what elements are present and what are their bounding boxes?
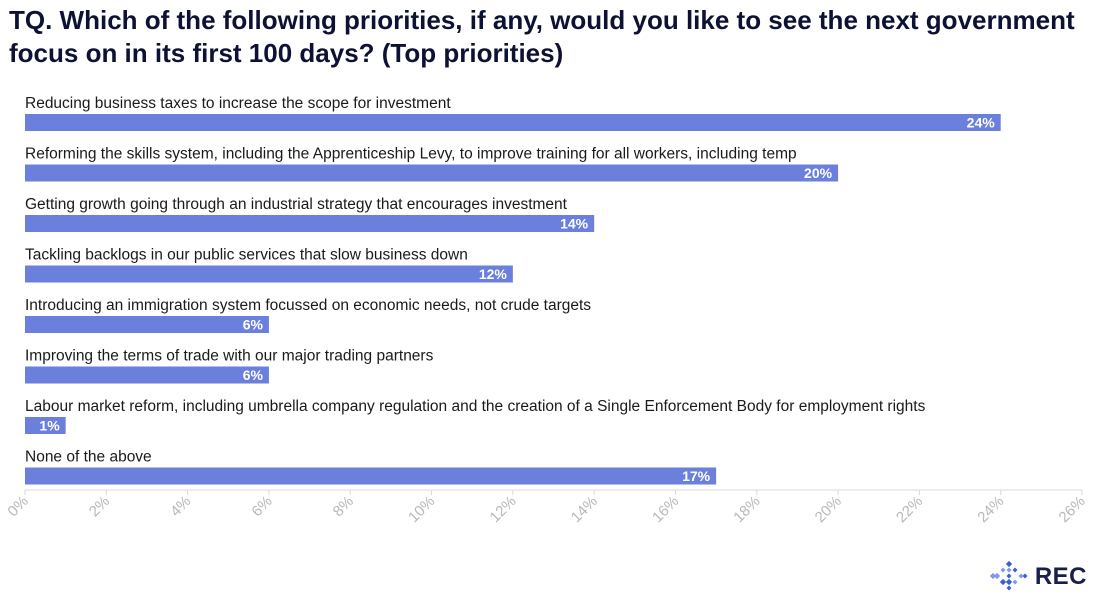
x-tick-label: 0% [4, 493, 31, 520]
x-axis: 0% 2% 4% 6% 8% 10% 12% 14% 16% 18% 20% 22% 24% 26% [4, 489, 1089, 526]
value-label: 12% [479, 266, 508, 282]
x-tick-label: 20% [812, 493, 845, 526]
bar [25, 265, 513, 283]
category-label: None of the above [25, 449, 152, 466]
logo-dot [1012, 567, 1018, 573]
value-label: 6% [243, 317, 264, 333]
logo-dot [1006, 573, 1012, 579]
value-label: 6% [243, 367, 264, 383]
logo-dot [1005, 560, 1013, 568]
x-tick-label: 8% [330, 493, 357, 520]
logo-dot [1018, 573, 1024, 579]
value-label: 1% [39, 418, 60, 434]
x-tick-label: 16% [649, 493, 682, 526]
logo-dot [1006, 585, 1012, 591]
rec-logo-text: REC [1034, 563, 1087, 590]
x-tick-label: 12% [486, 493, 519, 526]
bar [25, 316, 269, 333]
value-label: 14% [560, 216, 589, 232]
chart-title: TQ. Which of the following priorities, i… [9, 5, 1075, 68]
category-label: Improving the terms of trade with our ma… [25, 348, 434, 365]
category-label: Tackling backlogs in our public services… [25, 247, 468, 264]
bar [25, 215, 595, 232]
bar [25, 366, 269, 384]
category-label: Reducing business taxes to increase the … [25, 95, 451, 112]
value-label: 24% [967, 115, 996, 131]
logo-dot [1012, 579, 1018, 585]
rec-logo-icon [989, 560, 1028, 591]
category-label: Introducing an immigration system focuss… [25, 297, 591, 314]
x-tick-label: 18% [730, 493, 763, 526]
bar [25, 417, 66, 434]
x-tick-label: 10% [405, 493, 438, 526]
x-tick-label: 14% [568, 493, 601, 526]
bar [25, 114, 1001, 131]
bar [25, 467, 717, 485]
logo-dot [1022, 573, 1028, 579]
logo-dot [999, 578, 1007, 586]
bar [25, 164, 839, 182]
bars-layer: Reducing business taxes to increase the … [25, 95, 1001, 485]
rec-logo: REC [989, 560, 1087, 594]
logo-dot [1005, 578, 1013, 586]
x-tick-label: 22% [893, 493, 926, 526]
category-label: Labour market reform, including umbrella… [25, 398, 926, 415]
value-label: 17% [682, 468, 711, 484]
value-label: 20% [804, 165, 833, 181]
logo-dot [1000, 567, 1006, 573]
x-tick-label: 6% [248, 493, 275, 520]
logo-dot [989, 572, 997, 580]
x-tick-label: 2% [86, 493, 113, 520]
category-label: Getting growth going through an industri… [25, 196, 568, 213]
logo-dot [1006, 567, 1012, 573]
bar-chart: Reducing business taxes to increase the … [4, 95, 1089, 526]
x-tick-label: 26% [1056, 493, 1089, 526]
x-tick-label: 24% [974, 493, 1007, 526]
x-tick-label: 4% [167, 493, 194, 520]
category-label: Reforming the skills system, including t… [25, 146, 797, 163]
